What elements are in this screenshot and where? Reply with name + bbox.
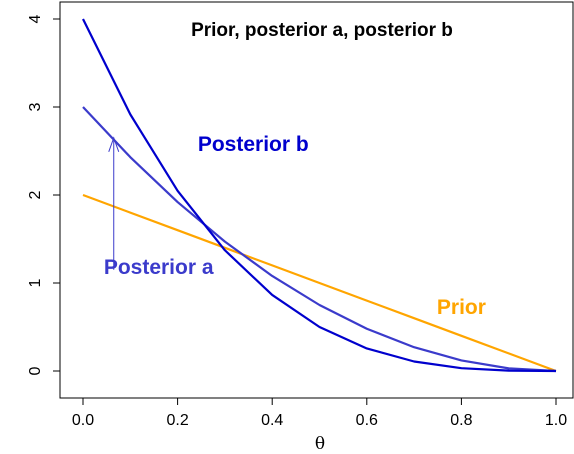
- plot-frame: [59, 1, 574, 399]
- prior-annotation: Prior: [437, 296, 486, 319]
- y-tick-label: 0: [27, 366, 44, 375]
- x-tick-label: 0.2: [166, 412, 188, 429]
- y-tick-label: 2: [27, 190, 44, 199]
- prior-line: [82, 193, 557, 373]
- chart-title: Prior, posterior a, posterior b: [191, 20, 453, 41]
- x-tick-label: 0.8: [450, 412, 472, 429]
- x-tick-label: 0.6: [356, 412, 378, 429]
- annotations: Prior Posterior a Posterior b: [104, 133, 486, 319]
- posterior-a-annotation: Posterior a: [104, 256, 214, 279]
- x-tick-label: 1.0: [545, 412, 567, 429]
- y-axis: 0 1 2 3 4: [27, 14, 60, 375]
- x-tick-label: 0.0: [72, 412, 94, 429]
- posterior-a-line: [82, 106, 557, 373]
- x-tick-label: 0.4: [261, 412, 283, 429]
- y-tick-label: 1: [27, 278, 44, 287]
- annotation-arrow-head: [108, 136, 120, 152]
- x-axis-title: θ: [315, 434, 325, 454]
- posterior-b-line: [82, 18, 557, 373]
- plot-box: [59, 1, 574, 399]
- y-tick-label: 3: [27, 102, 44, 111]
- x-axis: 0.0 0.2 0.4 0.6 0.8 1.0: [72, 398, 567, 429]
- posterior-b-annotation: Posterior b: [198, 133, 309, 156]
- y-tick-label: 4: [27, 14, 44, 23]
- curves: [82, 18, 557, 373]
